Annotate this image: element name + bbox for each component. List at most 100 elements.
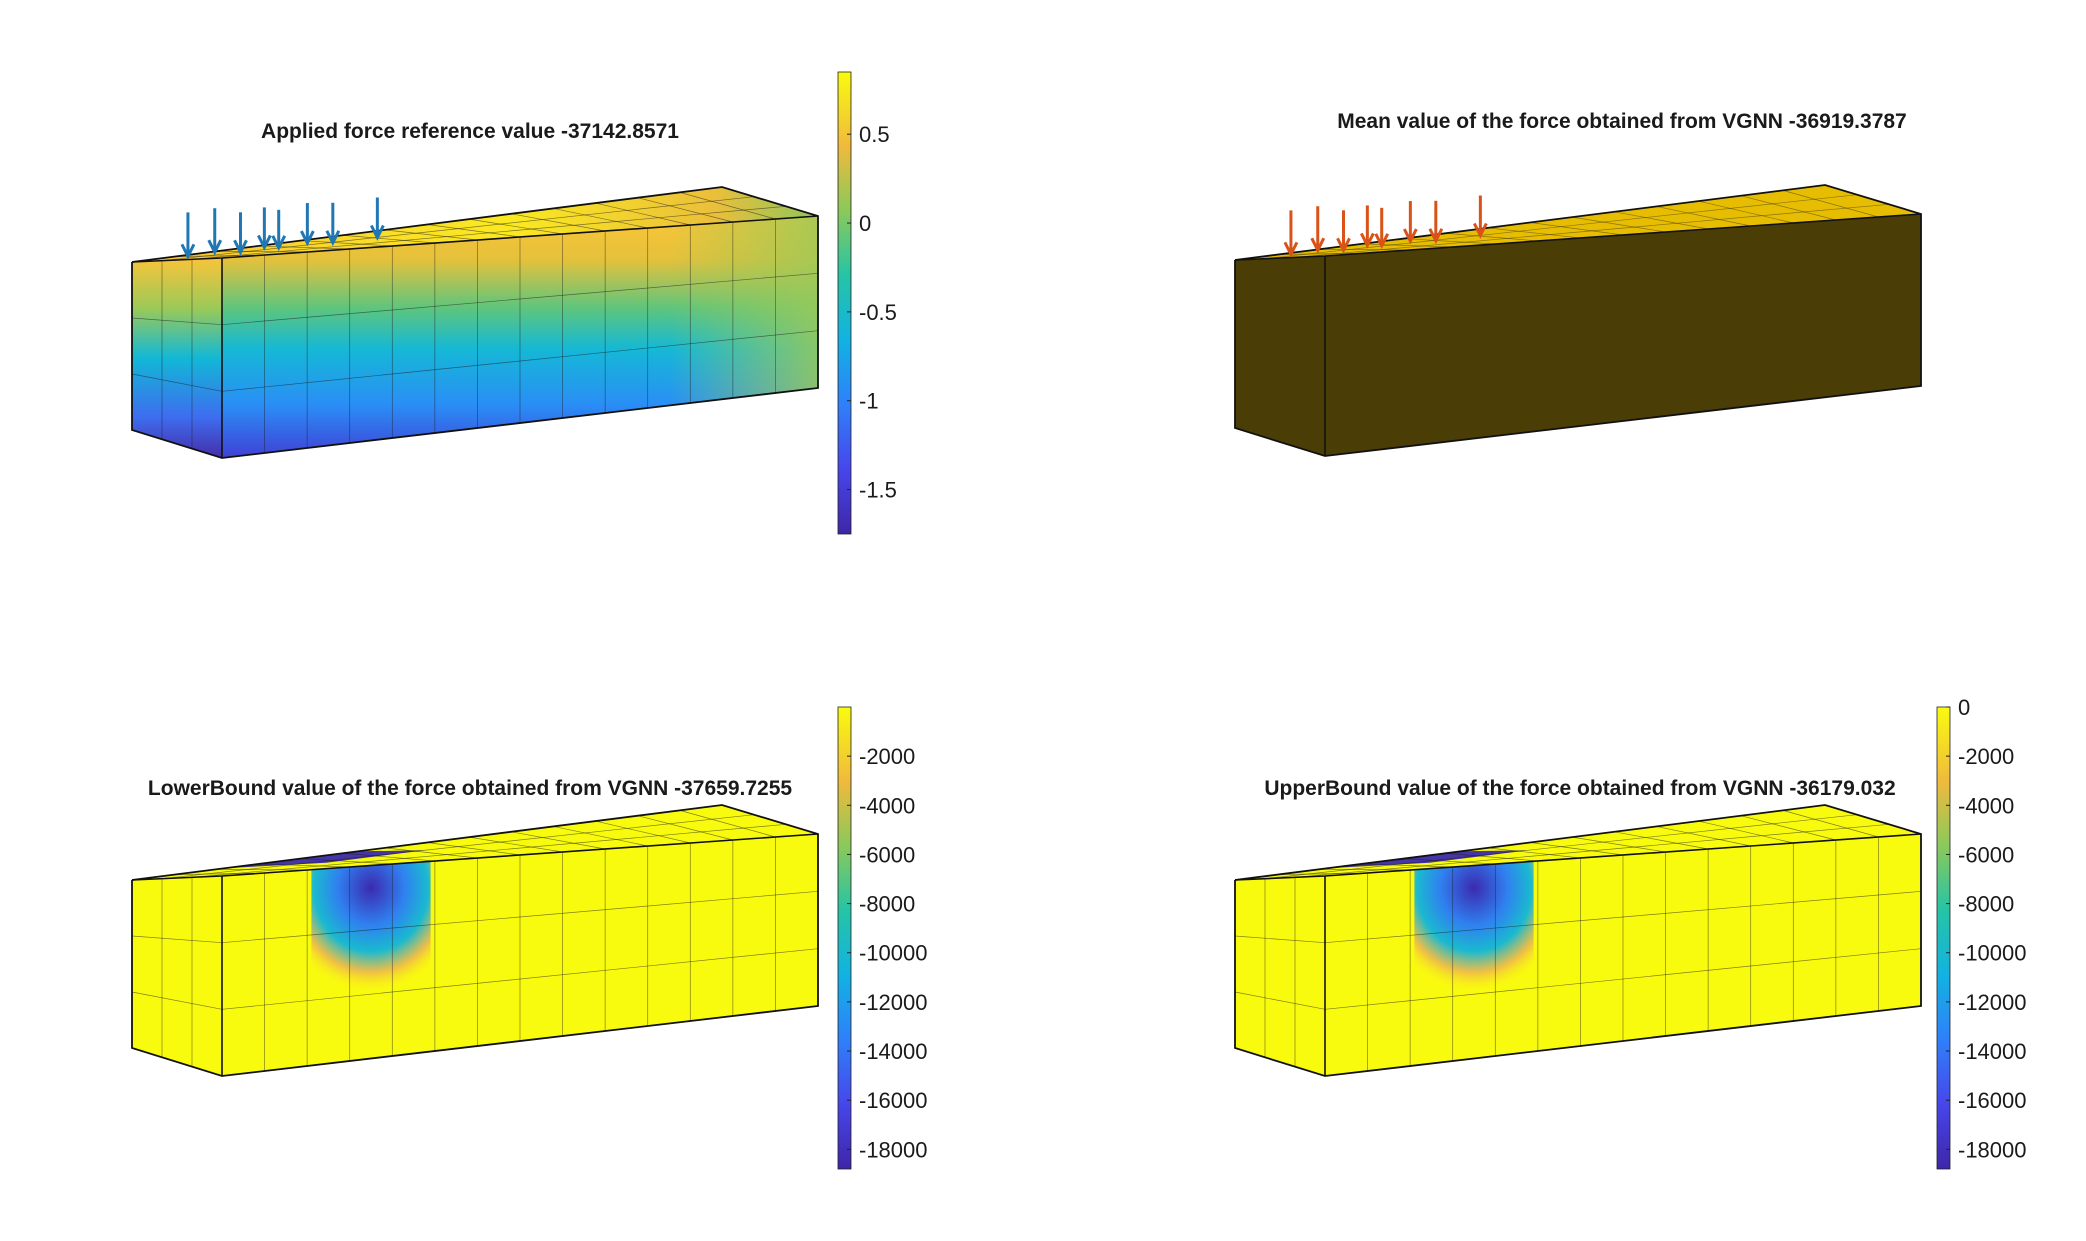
mesh-line [469, 218, 563, 235]
colorbar [1937, 707, 1950, 1169]
colorbar-tick-label: -1 [859, 389, 879, 414]
load-arrow-head [1403, 228, 1418, 245]
colorbar-tick-label: -10000 [1958, 941, 2027, 966]
left-face [132, 876, 222, 1076]
mesh-line [1319, 248, 1411, 251]
left-face [132, 258, 222, 458]
colorbar-tick-label: -12000 [859, 990, 928, 1015]
colorbar-tick-label: -6000 [859, 842, 915, 867]
mesh-line [131, 991, 223, 1010]
load-arrow-head [271, 235, 287, 252]
load-arrow-head [257, 234, 272, 251]
mesh-line [216, 868, 308, 871]
front-face [1325, 214, 1921, 456]
mesh-line [1319, 868, 1411, 871]
mesh-line [1529, 842, 1624, 856]
panel-4: UpperBound value of the force obtained f… [1234, 695, 2027, 1170]
mesh-line [511, 831, 606, 850]
load-arrow-head [1336, 237, 1351, 254]
load-arrow-head [1473, 222, 1488, 239]
mesh-line [300, 858, 393, 865]
mesh-line [1782, 810, 1879, 838]
mesh-line [191, 205, 787, 260]
top-face [132, 187, 818, 262]
load-arrow-head [1310, 237, 1326, 254]
box-outline [1234, 804, 1922, 1077]
mesh-line [1656, 206, 1751, 227]
load-arrow-head [325, 230, 341, 247]
mesh-line [342, 234, 435, 244]
mesh-line [131, 317, 223, 326]
colorbar-tick-label: -16000 [1958, 1088, 2027, 1113]
mesh-line [131, 935, 223, 944]
mesh-line [553, 208, 648, 229]
mesh-line [1264, 814, 1858, 880]
mesh-line [342, 852, 435, 862]
mesh-line [221, 330, 819, 392]
colorbar-tick-label: -14000 [859, 1039, 928, 1064]
hotspot-front [311, 861, 431, 994]
box-outline [1234, 184, 1922, 457]
top-face [1235, 185, 1921, 260]
colorbar-tick-label: -16000 [859, 1088, 928, 1113]
mesh-line [161, 196, 755, 262]
mesh-line [1572, 216, 1666, 233]
mesh-line [426, 842, 521, 856]
hotspot-front [1414, 861, 1534, 994]
mesh-line [1324, 948, 1922, 1010]
load-arrow-head [180, 243, 196, 260]
colorbar-tick-label: -14000 [1958, 1039, 2027, 1064]
panel-title: LowerBound value of the force obtained f… [148, 777, 792, 800]
mesh-line [637, 815, 733, 841]
panel-title: UpperBound value of the force obtained f… [1264, 777, 1895, 800]
load-arrow-head [1374, 233, 1390, 250]
mesh-line [1361, 863, 1453, 868]
mesh-line [1740, 195, 1836, 221]
colorbar-tick-label: -8000 [1958, 892, 2014, 917]
mesh-line [637, 197, 733, 223]
colorbar-tick-label: 0 [1958, 695, 1970, 720]
mesh-line [1445, 852, 1538, 862]
mesh-line [1294, 823, 1890, 878]
colorbar [838, 72, 851, 534]
mesh-line [469, 836, 563, 853]
mesh-line [1324, 890, 1922, 944]
mesh-line [216, 250, 308, 253]
colorbar-tick-label: -2000 [1958, 744, 2014, 769]
mesh-line [1264, 194, 1858, 260]
mesh-line [221, 948, 819, 1010]
mesh-line [1572, 836, 1666, 853]
box-outline [131, 804, 819, 1077]
mesh-line [1487, 847, 1581, 859]
mesh-line [1698, 200, 1794, 224]
mesh-line [221, 272, 819, 326]
panel-3: LowerBound value of the force obtained f… [131, 706, 928, 1170]
colorbar-frame [1936, 706, 1951, 1170]
mesh-line [1740, 815, 1836, 841]
mesh-line [1294, 203, 1890, 258]
mesh-line [553, 826, 648, 847]
panel-title: Mean value of the force obtained from VG… [1337, 110, 1907, 133]
load-arrow-head [207, 239, 223, 256]
colorbar-tick-label: -18000 [1958, 1137, 2027, 1162]
colorbar-tick-label: -2000 [859, 744, 915, 769]
mesh-line [1487, 227, 1581, 239]
colorbar-tick-label: -4000 [1958, 793, 2014, 818]
mesh-line [1656, 826, 1751, 847]
mesh-line [511, 213, 606, 232]
hotspot-top [1327, 850, 1528, 869]
mesh-line [384, 229, 478, 241]
mesh-line [1403, 238, 1496, 245]
panel-1: Applied force reference value -37142.857… [131, 71, 897, 535]
mesh-line [679, 810, 776, 838]
mesh-line [1782, 190, 1879, 218]
colorbar-tick-label: -18000 [859, 1137, 928, 1162]
load-arrow-head [1283, 241, 1299, 258]
colorbar-tick-label: -4000 [859, 793, 915, 818]
load-arrow-head [233, 239, 248, 256]
colorbar-tick-label: -8000 [859, 892, 915, 917]
mesh-line [1698, 820, 1794, 844]
mesh-line [300, 240, 393, 247]
mesh-line [191, 823, 787, 878]
